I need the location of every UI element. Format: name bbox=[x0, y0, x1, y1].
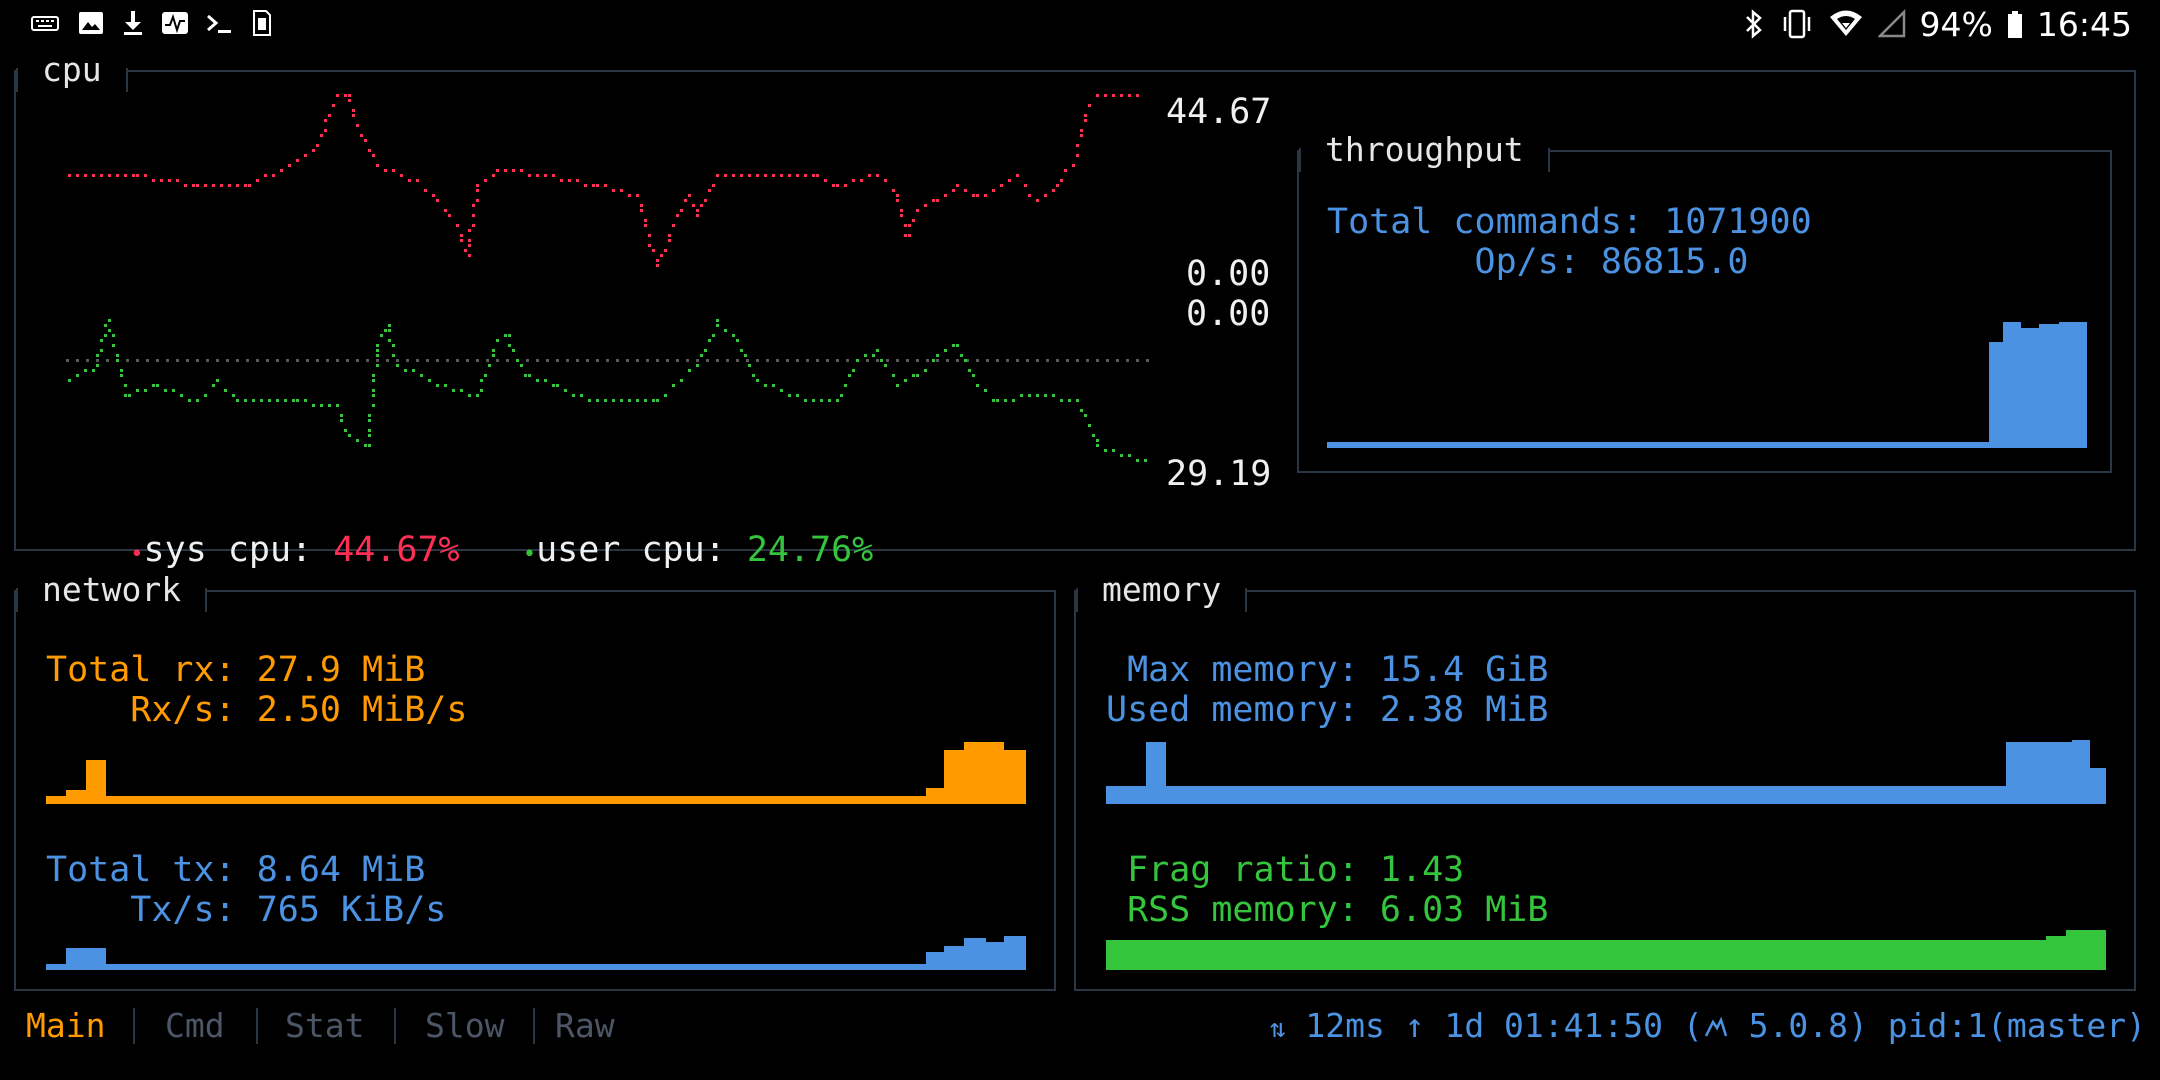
status-right: 94% 16:45 bbox=[1742, 2, 2132, 46]
cpu-panel: cpu 44.67 0.00 0.00 29.19 •sys cpu: 44.6… bbox=[14, 50, 2136, 570]
rx-graph bbox=[46, 742, 1026, 804]
cpu-baseline bbox=[66, 359, 1149, 362]
activity-icon bbox=[162, 12, 188, 34]
tab-separator bbox=[256, 1008, 258, 1044]
cpu-panel-title: cpu bbox=[16, 50, 128, 92]
uptime: 1d 01:41:50 bbox=[1444, 1006, 1663, 1045]
tab-main[interactable]: Main bbox=[26, 1006, 106, 1045]
status-bar: 94% 16:45 bbox=[0, 0, 2160, 46]
ops-per-second: Op/s: 86815.0 bbox=[1327, 242, 1749, 282]
cpu-axis-mid-bottom: 0.00 bbox=[1186, 294, 1271, 334]
throughput-panel: throughput Total commands: 1071900 Op/s:… bbox=[1297, 130, 2112, 473]
tab-raw[interactable]: Raw bbox=[555, 1006, 615, 1045]
tab-separator bbox=[533, 1008, 535, 1044]
cpu-axis-top: 44.67 bbox=[1166, 92, 1272, 132]
battery-percent: 94% bbox=[1919, 4, 1993, 44]
memory-panel-title: memory bbox=[1076, 570, 1248, 612]
user-cpu-value: 24.76% bbox=[746, 530, 874, 570]
memory-panel: memory Max memory: 15.4 GiB Used memory:… bbox=[1074, 570, 2136, 991]
total-commands: Total commands: 1071900 bbox=[1327, 202, 1812, 242]
redis-logo-icon bbox=[1704, 1016, 1727, 1037]
user-cpu-series bbox=[68, 319, 1147, 462]
tab-separator bbox=[394, 1008, 396, 1044]
throughput-graph bbox=[1327, 322, 2087, 448]
cpu-graph bbox=[66, 94, 1149, 462]
network-panel: network Total rx: 27.9 MiB Rx/s: 2.50 Mi… bbox=[14, 570, 1056, 991]
cpu-axis-bottom: 29.19 bbox=[1166, 454, 1272, 494]
uptime-arrow: ↑ bbox=[1404, 1006, 1425, 1045]
max-memory: Max memory: 15.4 GiB bbox=[1106, 650, 1549, 690]
latency: 12ms bbox=[1305, 1006, 1385, 1045]
battery-icon bbox=[2007, 11, 2022, 38]
throughput-panel-title: throughput bbox=[1299, 130, 1550, 172]
sys-cpu-label: sys cpu: bbox=[143, 530, 334, 570]
frag-ratio: Frag ratio: 1.43 bbox=[1106, 850, 1465, 890]
cpu-legend: •sys cpu: 44.67% •user cpu: 24.76% bbox=[46, 490, 873, 615]
tx-graph bbox=[46, 936, 1026, 970]
download-icon bbox=[124, 11, 142, 35]
redis-version: 5.0.8) bbox=[1748, 1006, 1868, 1045]
tab-stat[interactable]: Stat bbox=[285, 1006, 365, 1045]
rss-memory-graph bbox=[1106, 930, 2106, 970]
terminal-icon bbox=[207, 14, 231, 33]
user-cpu-bullet: • bbox=[522, 542, 537, 567]
rss-memory: RSS memory: 6.03 MiB bbox=[1106, 890, 1549, 930]
wifi-icon bbox=[1829, 10, 1862, 36]
image-icon bbox=[79, 12, 103, 34]
sort-icon: ⇅ bbox=[1269, 1014, 1286, 1044]
network-panel-title: network bbox=[16, 570, 208, 612]
keyboard-icon bbox=[31, 16, 59, 31]
pid: pid:1(master) bbox=[1887, 1006, 2146, 1045]
version-open-paren: ( bbox=[1682, 1006, 1703, 1045]
server-info: ⇅ 12ms ↑ 1d 01:41:50 ( 5.0.8) pid:1(mast… bbox=[1270, 1006, 2146, 1045]
tab-separator bbox=[133, 1008, 135, 1044]
tx-per-second: Tx/s: 765 KiB/s bbox=[46, 890, 447, 930]
tab-cmd[interactable]: Cmd bbox=[165, 1006, 225, 1045]
total-rx: Total rx: 27.9 MiB bbox=[46, 650, 426, 690]
user-cpu-label: user cpu: bbox=[536, 530, 747, 570]
total-tx: Total tx: 8.64 MiB bbox=[46, 850, 426, 890]
sys-cpu-series bbox=[68, 94, 1139, 267]
cell-signal-icon bbox=[1877, 8, 1905, 38]
bluetooth-icon bbox=[1745, 9, 1762, 39]
vibrate-icon bbox=[1783, 9, 1810, 39]
rx-per-second: Rx/s: 2.50 MiB/s bbox=[46, 690, 468, 730]
tab-slow[interactable]: Slow bbox=[425, 1006, 505, 1045]
used-memory: Used memory: 2.38 MiB bbox=[1106, 690, 1549, 730]
sys-cpu-value: 44.67% bbox=[333, 530, 460, 570]
sim-card-icon bbox=[253, 10, 271, 36]
cpu-axis-mid-top: 0.00 bbox=[1186, 254, 1271, 294]
clock: 16:45 bbox=[2036, 4, 2132, 44]
used-memory-graph bbox=[1106, 740, 2106, 804]
sys-cpu-bullet: • bbox=[130, 542, 144, 567]
